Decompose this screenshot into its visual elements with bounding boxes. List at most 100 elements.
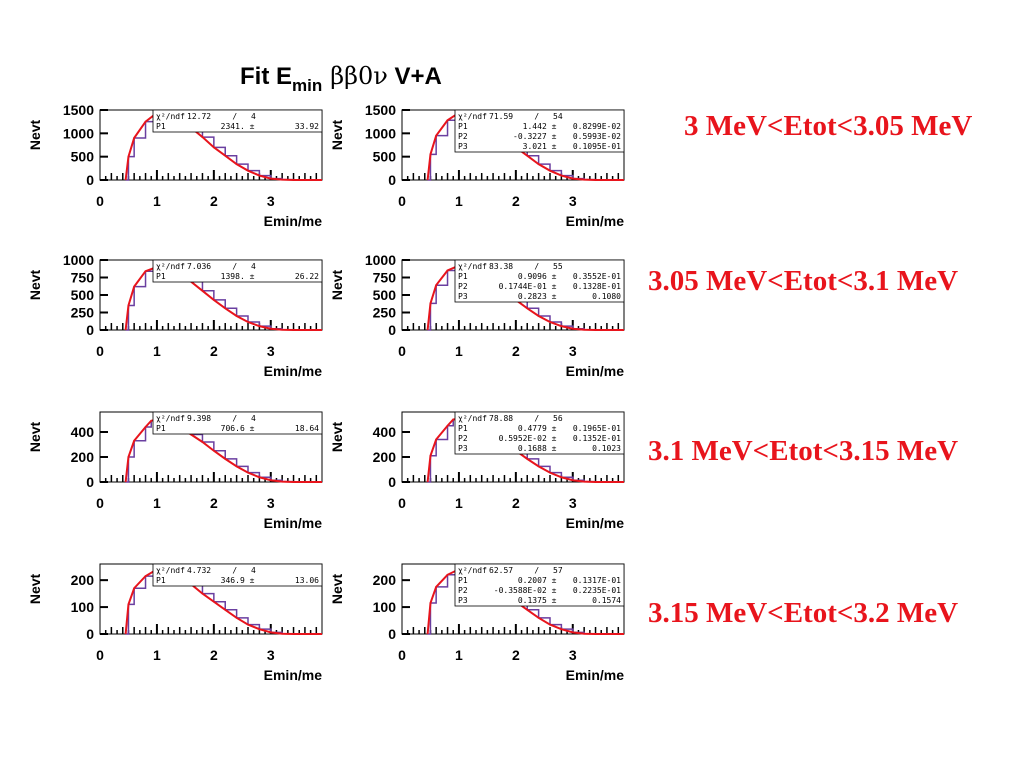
- stats-value: 3.021 ±: [523, 142, 557, 151]
- stats-separator: /: [232, 262, 237, 271]
- y-tick-label: 500: [71, 287, 95, 303]
- x-tick-label: 0: [96, 647, 104, 663]
- stats-separator: /: [534, 414, 539, 423]
- stats-separator: /: [232, 414, 237, 423]
- stats-error: 4: [251, 414, 256, 423]
- stats-error: 4: [251, 566, 256, 575]
- y-tick-label: 0: [388, 322, 396, 338]
- x-tick-label: 2: [210, 343, 218, 359]
- stats-value: 62.57: [489, 566, 513, 575]
- x-tick-label: 0: [96, 193, 104, 209]
- y-axis-label: Nevt: [27, 269, 43, 300]
- stats-error: 0.1095E-01: [573, 142, 621, 151]
- stats-error: 0.5993E-02: [573, 132, 621, 141]
- x-tick-label: 2: [210, 495, 218, 511]
- x-tick-label: 3: [267, 647, 275, 663]
- x-axis-label: Emin/me: [566, 515, 625, 531]
- stats-name: P1: [458, 272, 468, 281]
- y-axis-label: Nevt: [27, 573, 43, 604]
- x-tick-label: 3: [569, 495, 577, 511]
- stats-name: P3: [458, 596, 468, 605]
- stats-box: [454, 109, 625, 153]
- stats-name: P1: [156, 122, 166, 131]
- y-tick-label: 0: [388, 626, 396, 642]
- x-tick-label: 0: [398, 193, 406, 209]
- stats-error: 56: [553, 414, 563, 423]
- y-tick-label: 100: [373, 599, 397, 615]
- x-tick-label: 3: [569, 193, 577, 209]
- y-tick-label: 250: [373, 305, 397, 321]
- stats-value: 346.9 ±: [221, 576, 255, 585]
- x-tick-label: 1: [153, 343, 161, 359]
- y-tick-label: 200: [373, 572, 397, 588]
- y-tick-label: 400: [71, 424, 95, 440]
- x-tick-label: 0: [398, 495, 406, 511]
- x-tick-label: 0: [398, 343, 406, 359]
- x-tick-label: 2: [512, 343, 520, 359]
- stats-box: [152, 259, 323, 283]
- x-tick-label: 2: [512, 193, 520, 209]
- y-axis-label: Nevt: [329, 421, 345, 452]
- y-axis-label: Nevt: [329, 573, 345, 604]
- stats-name: P3: [458, 142, 468, 151]
- stats-separator: /: [232, 112, 237, 121]
- y-tick-label: 750: [373, 270, 397, 286]
- x-tick-label: 1: [455, 343, 463, 359]
- stats-error: 13.06: [295, 576, 319, 585]
- range-label-4: 3.15 MeV<Etot<3.2 MeV: [648, 597, 959, 629]
- y-tick-label: 1000: [365, 252, 396, 268]
- stats-value: 2341. ±: [221, 122, 255, 131]
- y-axis-label: Nevt: [329, 269, 345, 300]
- stats-name: χ²/ndf: [156, 262, 185, 271]
- x-axis-label: Emin/me: [566, 363, 625, 379]
- x-tick-label: 2: [512, 647, 520, 663]
- y-tick-label: 750: [71, 270, 95, 286]
- x-tick-label: 0: [96, 343, 104, 359]
- stats-error: 26.22: [295, 272, 319, 281]
- stats-box: [454, 259, 625, 303]
- stats-error: 0.3552E-01: [573, 272, 621, 281]
- stats-value: 0.2007 ±: [518, 576, 557, 585]
- stats-error: 0.1023: [592, 444, 621, 453]
- y-tick-label: 200: [373, 449, 397, 465]
- stats-name: χ²/ndf: [458, 112, 487, 121]
- y-tick-label: 0: [86, 172, 94, 188]
- stats-name: P2: [458, 434, 468, 443]
- stats-box: [152, 411, 323, 435]
- stats-name: χ²/ndf: [458, 414, 487, 423]
- stats-error: 0.1080: [592, 292, 621, 301]
- y-tick-label: 200: [71, 449, 95, 465]
- y-tick-label: 1000: [63, 252, 94, 268]
- range-label-3: 3.1 MeV<Etot<3.15 MeV: [648, 435, 959, 467]
- stats-value: 0.1688 ±: [518, 444, 557, 453]
- y-tick-label: 500: [71, 149, 95, 165]
- x-tick-label: 0: [398, 647, 406, 663]
- stats-error: 54: [553, 112, 563, 121]
- x-axis-label: Emin/me: [566, 667, 625, 683]
- y-tick-label: 100: [71, 599, 95, 615]
- plot-panel-1: 0 500 1000 1500 0 1 2 3 Emin/me Nevt χ²/ndf 12.72 / 4…: [27, 102, 323, 229]
- stats-separator: /: [534, 112, 539, 121]
- stats-name: P1: [156, 272, 166, 281]
- stats-box: [454, 411, 625, 455]
- y-tick-label: 250: [71, 305, 95, 321]
- stats-name: P2: [458, 586, 468, 595]
- stats-name: P2: [458, 282, 468, 291]
- x-tick-label: 3: [267, 343, 275, 359]
- stats-value: 1.442 ±: [523, 122, 557, 131]
- y-tick-label: 500: [373, 149, 397, 165]
- stats-separator: /: [232, 566, 237, 575]
- y-tick-label: 0: [86, 626, 94, 642]
- stats-error: 0.1574: [592, 596, 621, 605]
- y-tick-label: 0: [388, 172, 396, 188]
- stats-name: P3: [458, 444, 468, 453]
- range-label-2: 3.05 MeV<Etot<3.1 MeV: [648, 265, 959, 297]
- stats-error: 4: [251, 112, 256, 121]
- y-tick-label: 0: [86, 322, 94, 338]
- x-tick-label: 1: [153, 647, 161, 663]
- y-axis-label: Nevt: [27, 421, 43, 452]
- stats-box: [152, 109, 323, 133]
- stats-value: 83.38: [489, 262, 513, 271]
